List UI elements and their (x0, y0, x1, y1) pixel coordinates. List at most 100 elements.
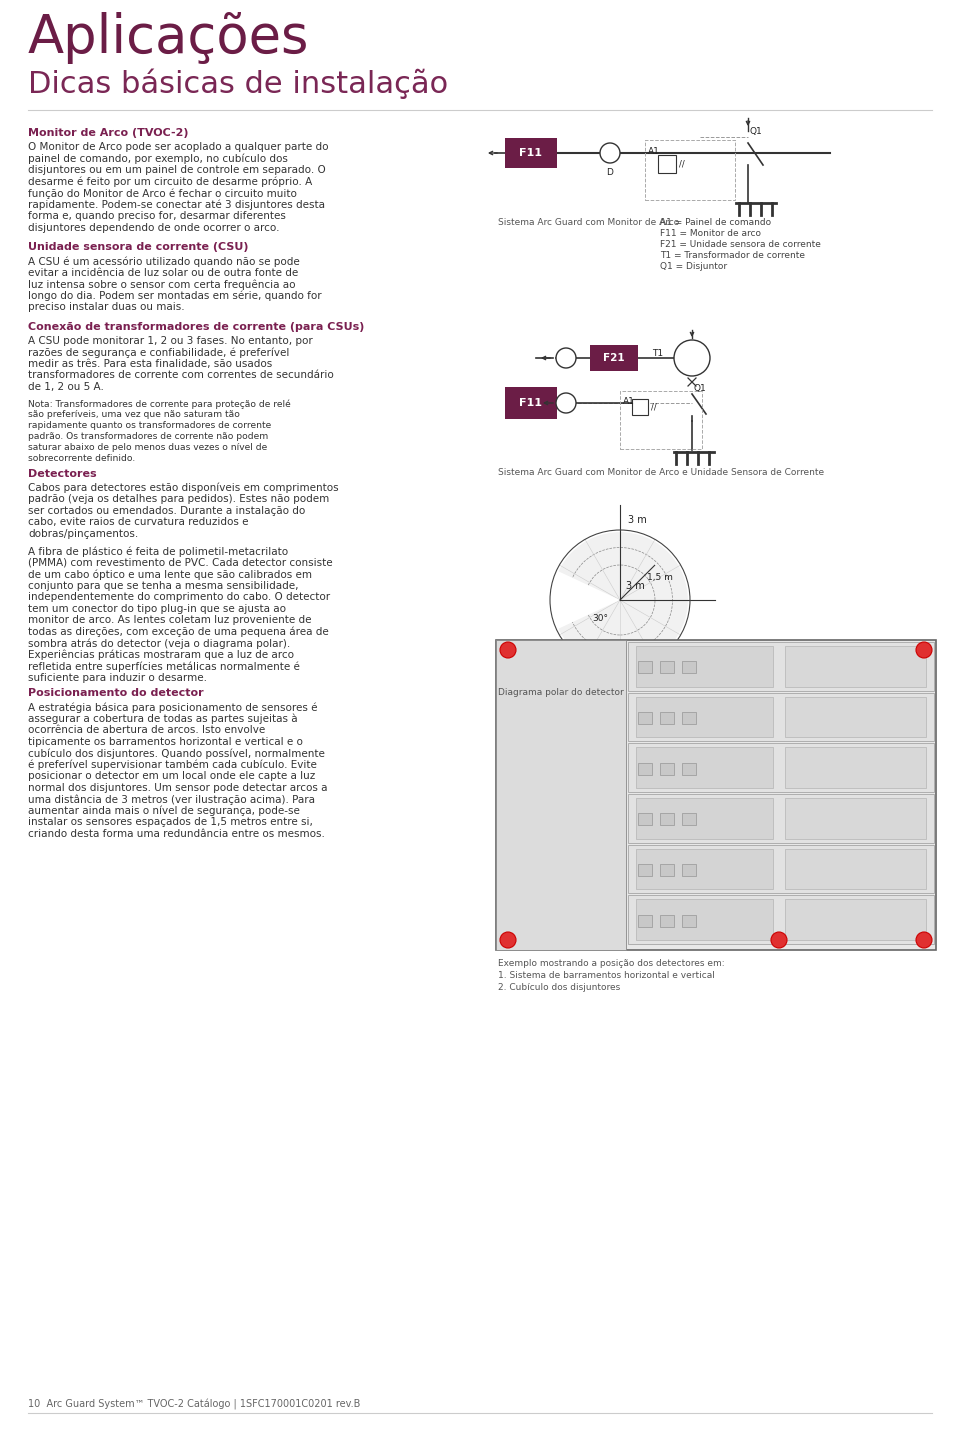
Bar (638, 864, 652, 876)
Text: A CSU pode monitorar 1, 2 ou 3 fases. No entanto, por: A CSU pode monitorar 1, 2 ou 3 fases. No… (28, 335, 313, 345)
Bar (682, 762, 696, 775)
Text: Sistema Arc Guard com Monitor de Arco: Sistema Arc Guard com Monitor de Arco (498, 218, 680, 226)
Bar (682, 864, 696, 876)
Text: suficiente para induzir o desarme.: suficiente para induzir o desarme. (28, 672, 207, 682)
Polygon shape (550, 570, 620, 629)
Text: F21: F21 (603, 353, 625, 363)
Text: A1: A1 (623, 397, 635, 406)
Text: dobras/pinçamentos.: dobras/pinçamentos. (28, 529, 138, 539)
Bar (660, 662, 674, 674)
Text: tipicamente os barramentos horizontal e vertical e o: tipicamente os barramentos horizontal e … (28, 737, 302, 747)
Text: Monitor de Arco (TVOC-2): Monitor de Arco (TVOC-2) (28, 128, 188, 138)
Text: rapidamente. Podem-se conectar até 3 disjuntores desta: rapidamente. Podem-se conectar até 3 dis… (28, 199, 325, 211)
Bar (660, 864, 674, 876)
Text: ser cortados ou emendados. Durante a instalação do: ser cortados ou emendados. Durante a ins… (28, 506, 305, 516)
Text: saturar abaixo de pelo menos duas vezes o nível de: saturar abaixo de pelo menos duas vezes … (28, 443, 267, 451)
Text: T1 = Transformador de corrente: T1 = Transformador de corrente (660, 251, 805, 259)
Text: padrão. Os transformadores de corrente não podem: padrão. Os transformadores de corrente n… (28, 431, 268, 441)
Bar (638, 712, 652, 724)
Text: Exemplo mostrando a posição dos detectores em:: Exemplo mostrando a posição dos detector… (498, 960, 725, 969)
Text: Posicionamento do detector: Posicionamento do detector (28, 688, 204, 698)
Text: A CSU é um acessório utilizado quando não se pode: A CSU é um acessório utilizado quando nã… (28, 257, 300, 267)
Circle shape (552, 532, 688, 668)
Text: D: D (607, 168, 613, 176)
Bar (620, 391, 702, 449)
Bar (658, 155, 676, 173)
Text: são preferíveis, uma vez que não saturam tão: são preferíveis, uma vez que não saturam… (28, 410, 240, 418)
Text: Dicas básicas de instalação: Dicas básicas de instalação (28, 67, 448, 99)
Bar (785, 848, 926, 890)
Bar (785, 900, 926, 940)
Bar (636, 696, 773, 738)
Text: posicionar o detector em um local onde ele capte a luz: posicionar o detector em um local onde e… (28, 771, 315, 781)
Text: 10  Arc Guard System™ TVOC-2 Catálogo | 1SFC170001C0201 rev.B: 10 Arc Guard System™ TVOC-2 Catálogo | 1… (28, 1400, 360, 1410)
Bar (638, 914, 652, 927)
Bar (632, 398, 648, 416)
Bar (505, 138, 557, 168)
Circle shape (556, 348, 576, 368)
Text: Aplicações: Aplicações (28, 11, 309, 64)
Text: Sistema Arc Guard com Monitor de Arco e Unidade Sensora de Corrente: Sistema Arc Guard com Monitor de Arco e … (498, 467, 824, 477)
Text: independentemente do comprimento do cabo. O detector: independentemente do comprimento do cabo… (28, 592, 330, 602)
Text: todas as direções, com exceção de uma pequena área de: todas as direções, com exceção de uma pe… (28, 626, 328, 638)
Text: transformadores de corrente com correntes de secundário: transformadores de corrente com corrente… (28, 370, 334, 380)
Text: razões de segurança e confiabilidade, é preferível: razões de segurança e confiabilidade, é … (28, 347, 289, 357)
Text: painel de comando, por exemplo, no cubículo dos: painel de comando, por exemplo, no cubíc… (28, 153, 288, 163)
Text: A1: A1 (648, 148, 660, 156)
Bar (785, 646, 926, 686)
Bar (682, 712, 696, 724)
Circle shape (771, 931, 787, 949)
Circle shape (916, 931, 932, 949)
Bar (785, 748, 926, 788)
Bar (628, 692, 934, 741)
Text: F11 = Monitor de arco: F11 = Monitor de arco (660, 228, 761, 238)
Text: F21 = Unidade sensora de corrente: F21 = Unidade sensora de corrente (660, 239, 821, 248)
Bar (660, 712, 674, 724)
Bar (628, 896, 934, 944)
Text: Conexão de transformadores de corrente (para CSUs): Conexão de transformadores de corrente (… (28, 321, 365, 331)
Bar (682, 662, 696, 674)
Text: 2. Cubículo dos disjuntores: 2. Cubículo dos disjuntores (498, 983, 620, 993)
Text: conjunto para que se tenha a mesma sensibilidade,: conjunto para que se tenha a mesma sensi… (28, 580, 299, 590)
Text: Unidade sensora de corrente (CSU): Unidade sensora de corrente (CSU) (28, 242, 249, 252)
Text: Nota: Transformadores de corrente para proteção de relé: Nota: Transformadores de corrente para p… (28, 398, 291, 408)
Text: 3 m: 3 m (626, 580, 645, 590)
Text: longo do dia. Podem ser montadas em série, quando for: longo do dia. Podem ser montadas em séri… (28, 291, 322, 301)
Text: Q1: Q1 (694, 384, 707, 393)
Bar (628, 744, 934, 792)
Text: Q1 = Disjuntor: Q1 = Disjuntor (660, 261, 727, 271)
Text: é preferível supervisionar também cada cubículo. Evite: é preferível supervisionar também cada c… (28, 759, 317, 770)
Circle shape (556, 393, 576, 413)
Text: Detectores: Detectores (28, 469, 97, 479)
Text: (PMMA) com revestimento de PVC. Cada detector consiste: (PMMA) com revestimento de PVC. Cada det… (28, 557, 332, 567)
Text: tem um conector do tipo plug-in que se ajusta ao: tem um conector do tipo plug-in que se a… (28, 603, 286, 613)
Bar (636, 848, 773, 890)
Bar (660, 914, 674, 927)
Bar (636, 748, 773, 788)
Text: refletida entre superfícies metálicas normalmente é: refletida entre superfícies metálicas no… (28, 661, 300, 672)
Bar (496, 641, 936, 950)
Text: T1: T1 (652, 348, 663, 357)
Text: 1,5 m: 1,5 m (647, 573, 673, 582)
Bar (638, 662, 652, 674)
Text: A fibra de plástico é feita de polimetil-metacrilato: A fibra de plástico é feita de polimetil… (28, 546, 288, 556)
Text: disjuntores dependendo de onde ocorrer o arco.: disjuntores dependendo de onde ocorrer o… (28, 222, 279, 232)
Text: padrão (veja os detalhes para pedidos). Estes não podem: padrão (veja os detalhes para pedidos). … (28, 494, 329, 504)
Bar (785, 696, 926, 738)
Text: sobrecorrente definido.: sobrecorrente definido. (28, 454, 135, 463)
Bar (636, 798, 773, 838)
Bar (496, 641, 626, 950)
Text: desarme é feito por um circuito de desarme próprio. A: desarme é feito por um circuito de desar… (28, 176, 312, 186)
Text: evitar a incidência de luz solar ou de outra fonte de: evitar a incidência de luz solar ou de o… (28, 268, 299, 278)
Text: luz intensa sobre o sensor com certa frequência ao: luz intensa sobre o sensor com certa fre… (28, 279, 296, 289)
Bar (645, 140, 735, 201)
Text: disjuntores ou em um painel de controle em separado. O: disjuntores ou em um painel de controle … (28, 165, 325, 175)
Text: de um cabo óptico e uma lente que são calibrados em: de um cabo óptico e uma lente que são ca… (28, 569, 312, 579)
Text: criando desta forma uma redundância entre os mesmos.: criando desta forma uma redundância entr… (28, 828, 324, 838)
Circle shape (600, 143, 620, 163)
Bar (636, 900, 773, 940)
Text: 3 m: 3 m (628, 514, 647, 524)
Bar (682, 814, 696, 825)
Circle shape (500, 931, 516, 949)
Text: sombra atrás do detector (veja o diagrama polar).: sombra atrás do detector (veja o diagram… (28, 638, 290, 649)
